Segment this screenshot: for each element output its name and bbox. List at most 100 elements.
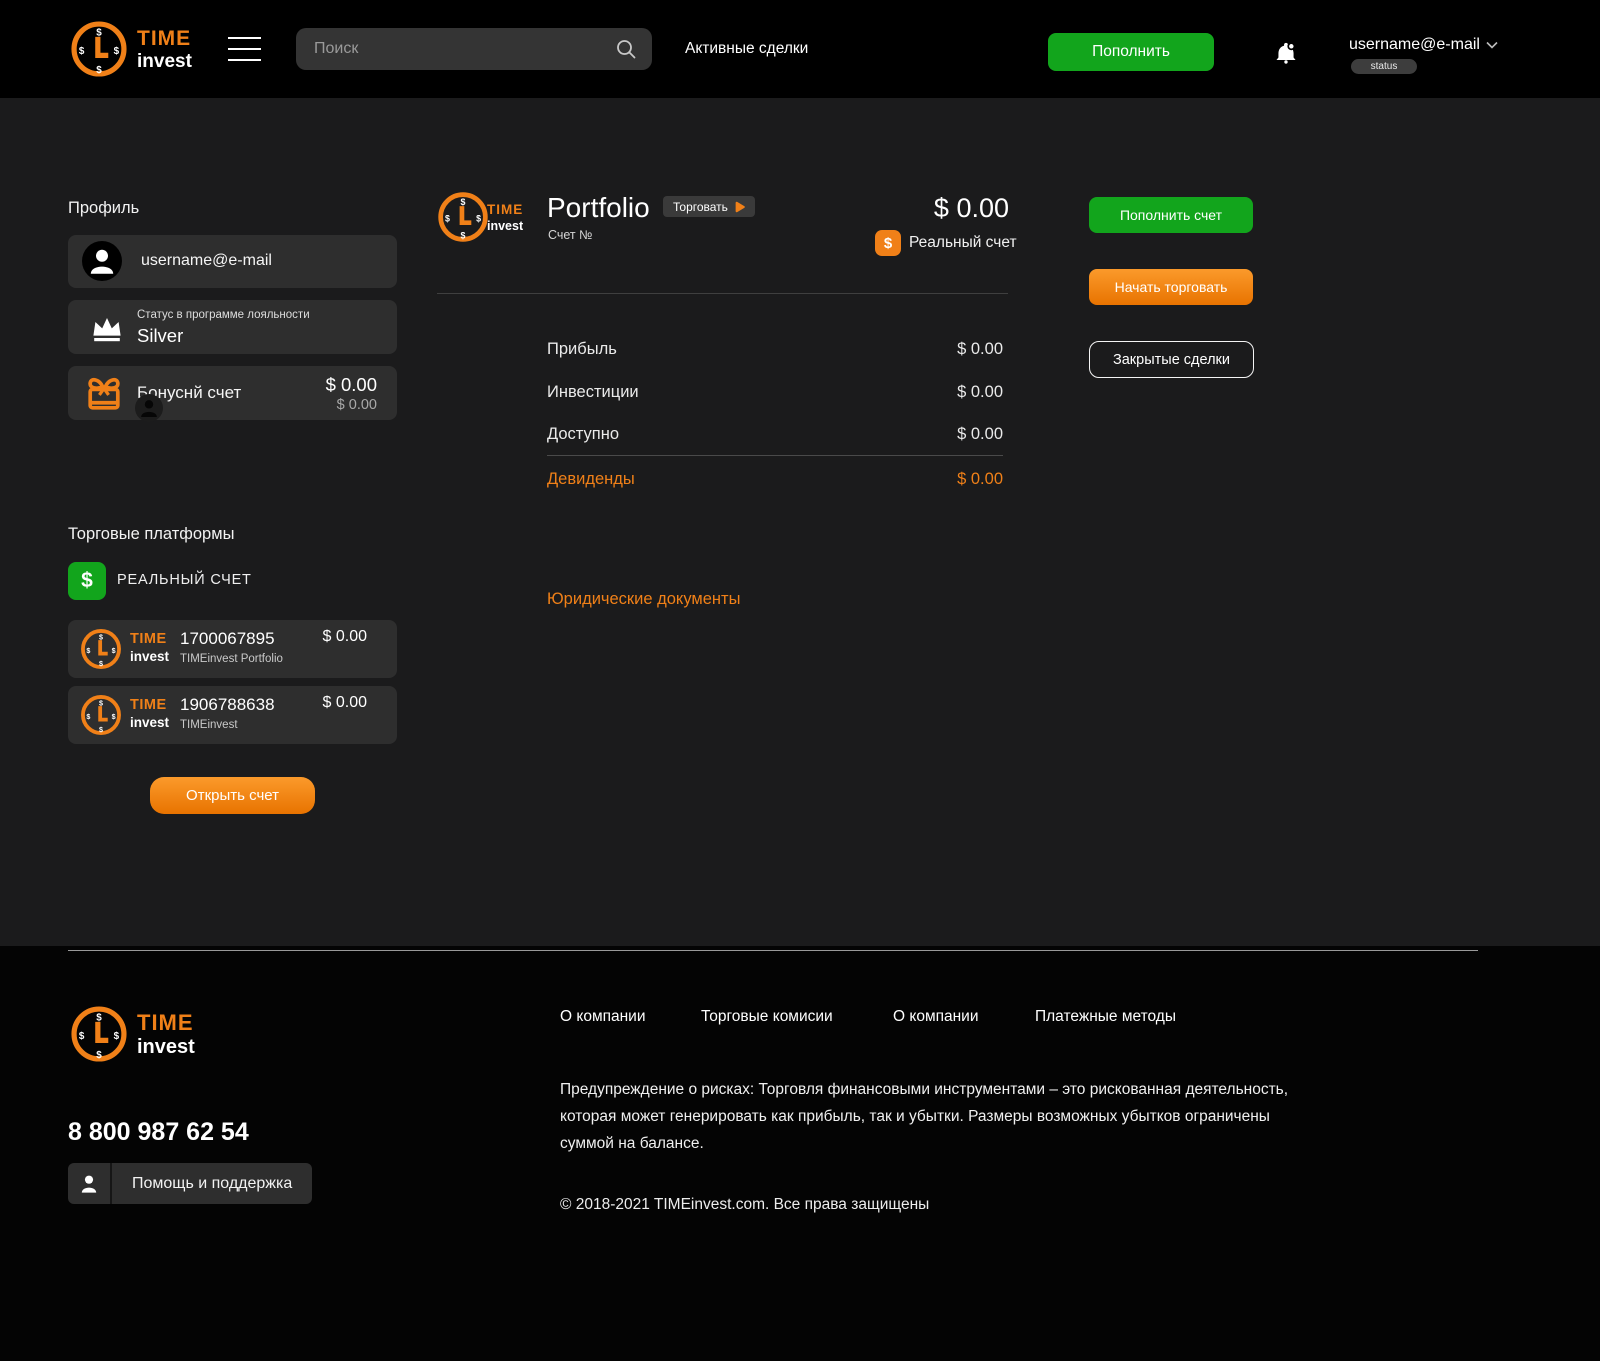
account-number: 1700067895 — [180, 629, 275, 648]
help-support-button[interactable]: Помощь и поддержка — [68, 1163, 313, 1204]
portfolio-title: Portfolio — [547, 192, 650, 223]
closed-deals-button[interactable]: Закрытые сделки — [1089, 341, 1254, 378]
svg-text:$: $ — [99, 726, 103, 734]
account-number: 1906788638 — [180, 695, 275, 714]
brand-text: TIME invest — [130, 698, 169, 729]
real-account-dollar-icon: $ — [68, 562, 106, 600]
row-label-available: Доступно — [547, 425, 620, 443]
brand-bottom-label: invest — [137, 50, 192, 72]
svg-text:$: $ — [112, 713, 116, 721]
risk-warning: Предупреждение о рисках: Торговля финанс… — [560, 1081, 1289, 1152]
clock-logo-icon: $ $ $ $ — [71, 1006, 127, 1062]
svg-text:$: $ — [461, 197, 466, 207]
top-header: $ $ $ $ TIME invest Активные сделки Попо… — [0, 0, 1600, 98]
username: username@e-mail — [1349, 36, 1480, 53]
svg-text:$: $ — [79, 46, 85, 57]
footer-link-about-2[interactable]: О компании — [893, 1008, 979, 1025]
help-support-label: Помощь и поддержка — [132, 1174, 293, 1192]
support-phone: 8 800 987 62 54 — [68, 1118, 249, 1146]
platforms-title: Торговые платформы — [68, 525, 235, 543]
svg-text:$: $ — [79, 1031, 85, 1042]
svg-text:$: $ — [86, 647, 90, 655]
bonus-card[interactable]: Бонуснй счет $ 0.00 $ 0.00 — [68, 366, 397, 422]
brand-text: TIME invest — [137, 28, 192, 71]
brand-top-label: TIME — [137, 1009, 194, 1035]
profile-email-card[interactable]: username@e-mail — [68, 235, 397, 288]
brand-bottom-label: invest — [487, 218, 524, 233]
chevron-down-icon — [1486, 41, 1498, 49]
search-input[interactable] — [296, 28, 652, 70]
account-balance: $ 0.00 — [322, 628, 367, 645]
account-name: TIMEinvest Portfolio — [180, 653, 283, 665]
row-value-investments: $ 0.00 — [957, 383, 1003, 401]
search-box — [296, 28, 652, 70]
brand-top-label: TIME — [130, 697, 167, 713]
trade-button-label: Торговать — [673, 199, 728, 214]
row-label-investments: Инвестиции — [547, 383, 639, 401]
svg-text:$: $ — [112, 647, 116, 655]
clock-logo-icon: $ $ $ $ — [438, 192, 488, 242]
open-account-button[interactable]: Открыть счет — [150, 777, 315, 814]
bell-icon[interactable] — [1272, 38, 1300, 68]
divider — [68, 950, 1478, 951]
brand-text: TIME invest — [487, 203, 523, 232]
trade-button[interactable]: Торговать — [663, 196, 755, 217]
row-value-available: $ 0.00 — [957, 425, 1003, 443]
account-balance: $ 0.00 — [322, 694, 367, 711]
legal-documents-link[interactable]: Юридические документы — [547, 590, 741, 608]
svg-text:$: $ — [461, 230, 466, 240]
nav-active-deals[interactable]: Активные сделки — [685, 40, 809, 57]
status-badge: status — [1351, 59, 1417, 74]
brand-top-label: TIME — [487, 202, 524, 217]
brand-text: TIME invest — [130, 632, 169, 663]
svg-text:$: $ — [96, 65, 102, 76]
crown-icon — [93, 318, 121, 342]
footer-brand-logo[interactable]: $ $ $ $ TIME invest — [70, 1005, 195, 1063]
search-icon[interactable] — [614, 37, 638, 61]
svg-text:$: $ — [114, 1031, 120, 1042]
loyalty-card[interactable]: Статус в программе лояльности Silver — [68, 300, 397, 354]
brand-top-label: TIME — [130, 631, 167, 647]
start-trading-button[interactable]: Начать торговать — [1089, 269, 1253, 305]
svg-text:$: $ — [99, 633, 103, 641]
brand-logo[interactable]: $ $ $ $ TIME invest — [70, 20, 192, 78]
topup-button[interactable]: Пополнить — [1048, 33, 1214, 71]
svg-text:$: $ — [99, 699, 103, 707]
loyalty-value: Silver — [137, 325, 184, 346]
brand-text: TIME invest — [137, 1009, 195, 1058]
svg-text:$: $ — [96, 1013, 102, 1024]
row-label-profit: Прибыль — [547, 340, 617, 358]
footer-link-payment-methods[interactable]: Платежные методы — [1035, 1008, 1176, 1025]
menu-icon[interactable] — [228, 37, 261, 70]
divider — [437, 293, 1008, 294]
brand-top-label: TIME — [137, 26, 192, 50]
loyalty-label: Статус в программе лояльности — [137, 309, 310, 321]
footer-link-commissions[interactable]: Торговые комисии — [701, 1008, 833, 1025]
divider — [547, 455, 1003, 456]
account-card[interactable]: $ $ $ $ TIME invest 1700067895 TIMEinves… — [68, 620, 397, 678]
row-value-dividends: $ 0.00 — [957, 470, 1003, 488]
footer-link-about[interactable]: О компании — [560, 1008, 646, 1025]
brand-bottom-label: invest — [130, 648, 170, 664]
account-card[interactable]: $ $ $ $ TIME invest 1906788638 TIMEinves… — [68, 686, 397, 744]
clock-logo-icon: $ $ $ $ — [71, 21, 127, 77]
svg-text:$: $ — [476, 214, 481, 224]
bonus-balance-main: $ 0.00 — [325, 374, 377, 395]
profile-email: username@e-mail — [141, 252, 272, 269]
row-label-dividends: Девиденды — [547, 470, 635, 488]
topup-account-button[interactable]: Пополнить счет — [1089, 197, 1253, 233]
real-account-dollar-icon: $ — [875, 230, 901, 256]
avatar-icon — [82, 241, 122, 281]
svg-text:$: $ — [86, 713, 90, 721]
svg-text:$: $ — [99, 660, 103, 668]
profile-title: Профиль — [68, 199, 140, 217]
brand-bottom-label: invest — [137, 1035, 195, 1058]
copyright: © 2018-2021 TIMEinvest.com. Все права за… — [560, 1196, 930, 1213]
user-menu[interactable]: username@e-mail — [1349, 36, 1498, 54]
footer: $ $ $ $ TIME invest О компании Торговые … — [0, 946, 1600, 1361]
bonus-label: Бонуснй счет — [137, 383, 242, 402]
brand-bottom-label: invest — [130, 714, 170, 730]
play-icon — [735, 201, 745, 212]
real-account-label: РЕАЛЬНЫЙ СЧЕТ — [117, 572, 252, 588]
